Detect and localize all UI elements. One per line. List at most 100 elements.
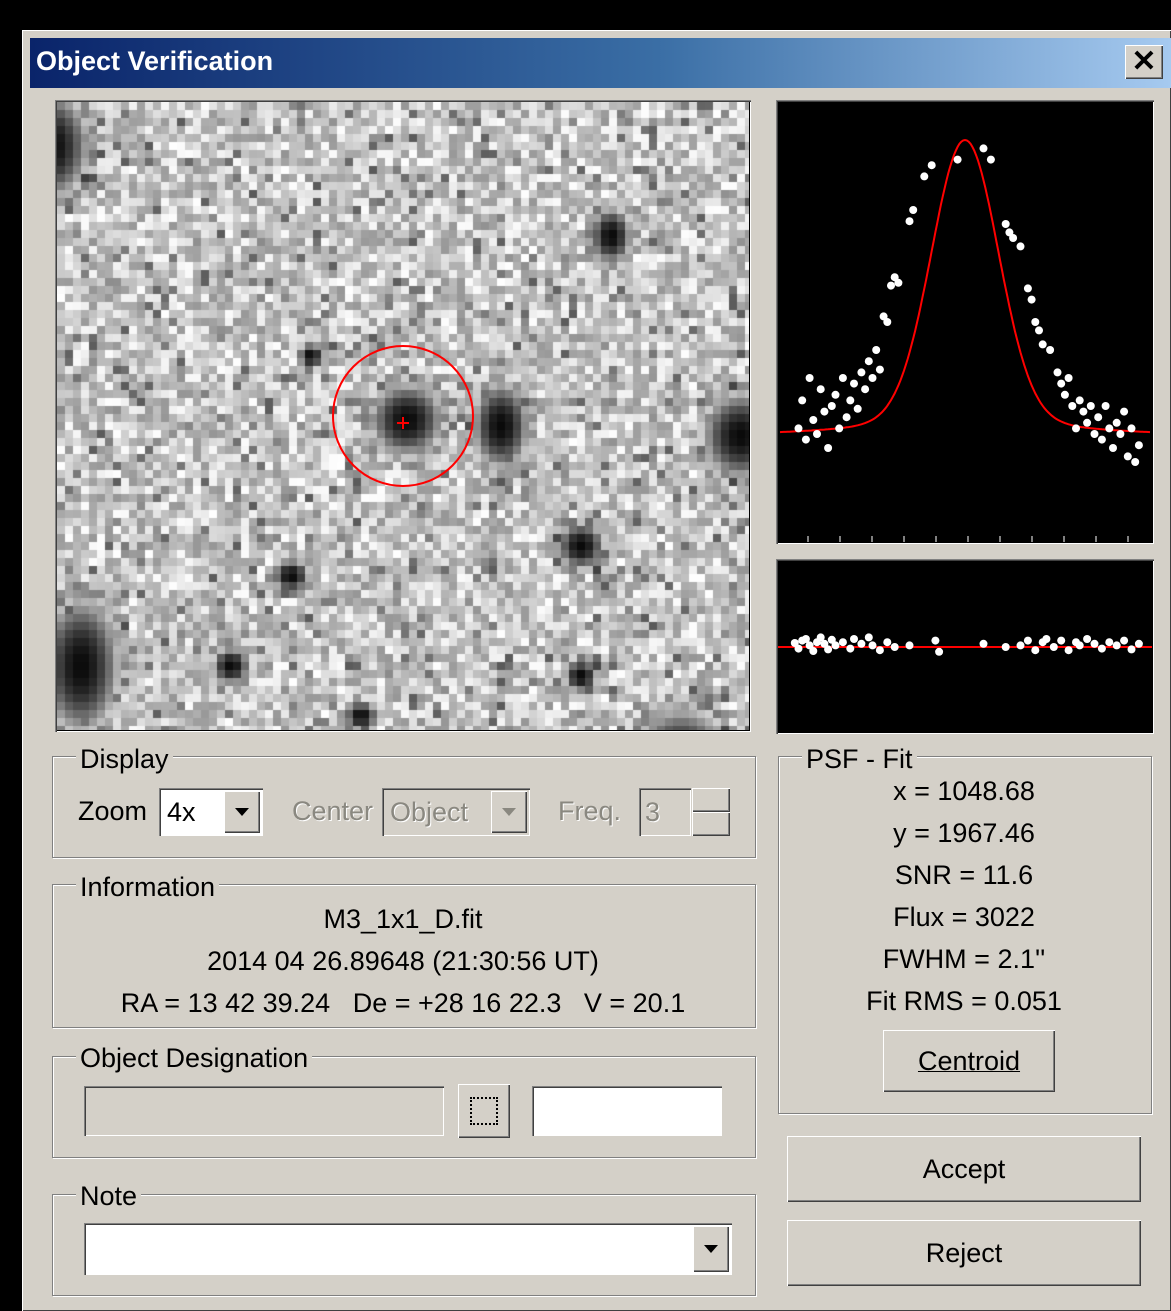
psf-data-point xyxy=(875,365,884,374)
psf-data-point xyxy=(1116,430,1125,438)
psf-plot-frame xyxy=(776,100,1154,544)
residual-data-point xyxy=(794,644,803,653)
residual-plot xyxy=(778,633,1152,656)
close-button[interactable]: ✕ xyxy=(1125,45,1163,79)
residual-data-point xyxy=(864,633,873,642)
psf-data-point xyxy=(927,161,936,170)
center-select[interactable]: Object xyxy=(382,788,530,836)
psf-data-point xyxy=(1109,444,1117,452)
psf-data-point xyxy=(1127,424,1136,433)
psf-data-point xyxy=(1035,326,1043,335)
residual-data-point xyxy=(1112,641,1121,650)
zoom-label: Zoom xyxy=(78,796,148,826)
psf-data-point xyxy=(1101,402,1110,410)
centroid-button[interactable]: Centroid xyxy=(883,1030,1055,1092)
residual-data-point xyxy=(801,635,810,643)
dotted-box-icon xyxy=(470,1097,498,1125)
psf-data-point xyxy=(857,368,866,377)
psf-data-point xyxy=(1060,390,1069,399)
title-bar[interactable] xyxy=(30,38,1171,88)
reject-label: Reject xyxy=(925,1238,1003,1268)
freq-spin-up[interactable] xyxy=(692,788,730,812)
zoom-select[interactable]: 4x xyxy=(159,788,263,836)
designation-browse-button[interactable] xyxy=(458,1084,510,1138)
psf-data-point xyxy=(887,281,895,290)
psf-data-point xyxy=(1090,430,1099,438)
display-group xyxy=(52,756,756,858)
residual-data-point xyxy=(831,641,840,650)
designation-input[interactable] xyxy=(84,1086,444,1136)
residual-data-point xyxy=(846,644,855,653)
designation-group xyxy=(52,1056,756,1158)
freq-input[interactable]: 3 xyxy=(639,788,691,836)
psf-data-point xyxy=(853,404,862,413)
psf-data-point xyxy=(1123,452,1132,461)
chevron-down-icon xyxy=(502,808,516,816)
close-icon: ✕ xyxy=(1131,45,1157,78)
freq-spin-down[interactable] xyxy=(692,812,730,836)
residual-data-point xyxy=(1134,639,1143,648)
note-dropdown-button[interactable] xyxy=(693,1226,729,1272)
display-legend: Display xyxy=(76,744,173,775)
psf-data-point xyxy=(801,435,810,444)
psf-data-point xyxy=(986,155,995,164)
residual-data-point xyxy=(1097,644,1106,653)
psf-data-point xyxy=(864,357,873,366)
psf-data-point xyxy=(805,374,814,382)
residual-data-point xyxy=(838,638,847,647)
psf-data-point xyxy=(846,396,855,405)
residual-data-point xyxy=(809,647,818,655)
psf-data-point xyxy=(1131,458,1140,466)
psf-data-point xyxy=(1064,374,1073,382)
psf-data-point xyxy=(920,172,929,181)
residual-data-point xyxy=(850,635,858,643)
residual-data-point xyxy=(1120,636,1129,645)
star-image[interactable] xyxy=(57,102,749,730)
psf-fit-legend: PSF - Fit xyxy=(802,744,917,775)
psf-data-point xyxy=(979,144,988,153)
centroid-label: Centroid xyxy=(917,1046,1021,1076)
psf-data-point xyxy=(1031,318,1040,326)
target-overlay xyxy=(332,345,474,487)
freq-value: 3 xyxy=(645,797,661,827)
aperture-circle xyxy=(332,345,474,487)
reject-button[interactable]: Reject xyxy=(787,1220,1141,1286)
information-group xyxy=(52,884,756,1028)
psf-data-point xyxy=(831,390,840,399)
chevron-down-icon xyxy=(704,1245,718,1253)
residual-data-point xyxy=(1105,638,1114,647)
zoom-dropdown-button[interactable] xyxy=(224,791,260,833)
psf-data-point xyxy=(1057,379,1066,388)
psf-data-point xyxy=(850,379,858,388)
accept-button[interactable]: Accept xyxy=(787,1136,1141,1202)
psf-data-point xyxy=(816,385,825,394)
psf-data-point xyxy=(1023,284,1032,293)
designation-extra-input[interactable] xyxy=(532,1086,722,1136)
psf-data-point xyxy=(835,424,844,433)
psf-data-point xyxy=(872,346,881,354)
psf-data-point xyxy=(813,430,821,438)
psf-data-point xyxy=(1009,234,1018,242)
freq-label: Freq. xyxy=(558,796,622,826)
psf-data-point xyxy=(820,407,829,416)
psf-data-point xyxy=(883,318,892,326)
center-dropdown-button[interactable] xyxy=(491,791,527,833)
residual-data-point xyxy=(816,633,825,642)
residual-data-point xyxy=(1057,636,1066,645)
residual-plot-frame xyxy=(776,559,1154,734)
psf-x: x = 1048.68 xyxy=(893,776,1035,806)
note-select[interactable] xyxy=(84,1223,732,1275)
residual-data-point xyxy=(1016,641,1025,650)
residual-data-point xyxy=(1064,646,1073,655)
residual-data-point xyxy=(1075,641,1084,650)
residual-data-point xyxy=(979,639,988,648)
psf-data-point xyxy=(953,155,962,164)
psf-y: y = 1967.46 xyxy=(893,818,1035,848)
psf-data-point xyxy=(1053,368,1062,377)
info-coords: RA = 13 42 39.24 De = +28 16 22.3 V = 20… xyxy=(120,988,686,1018)
residual-data-point xyxy=(935,647,944,656)
psf-data-point xyxy=(909,206,918,214)
info-datetime: 2014 04 26.89648 (21:30:56 UT) xyxy=(207,946,599,976)
center-value: Object xyxy=(390,797,469,827)
zoom-value: 4x xyxy=(167,797,196,827)
